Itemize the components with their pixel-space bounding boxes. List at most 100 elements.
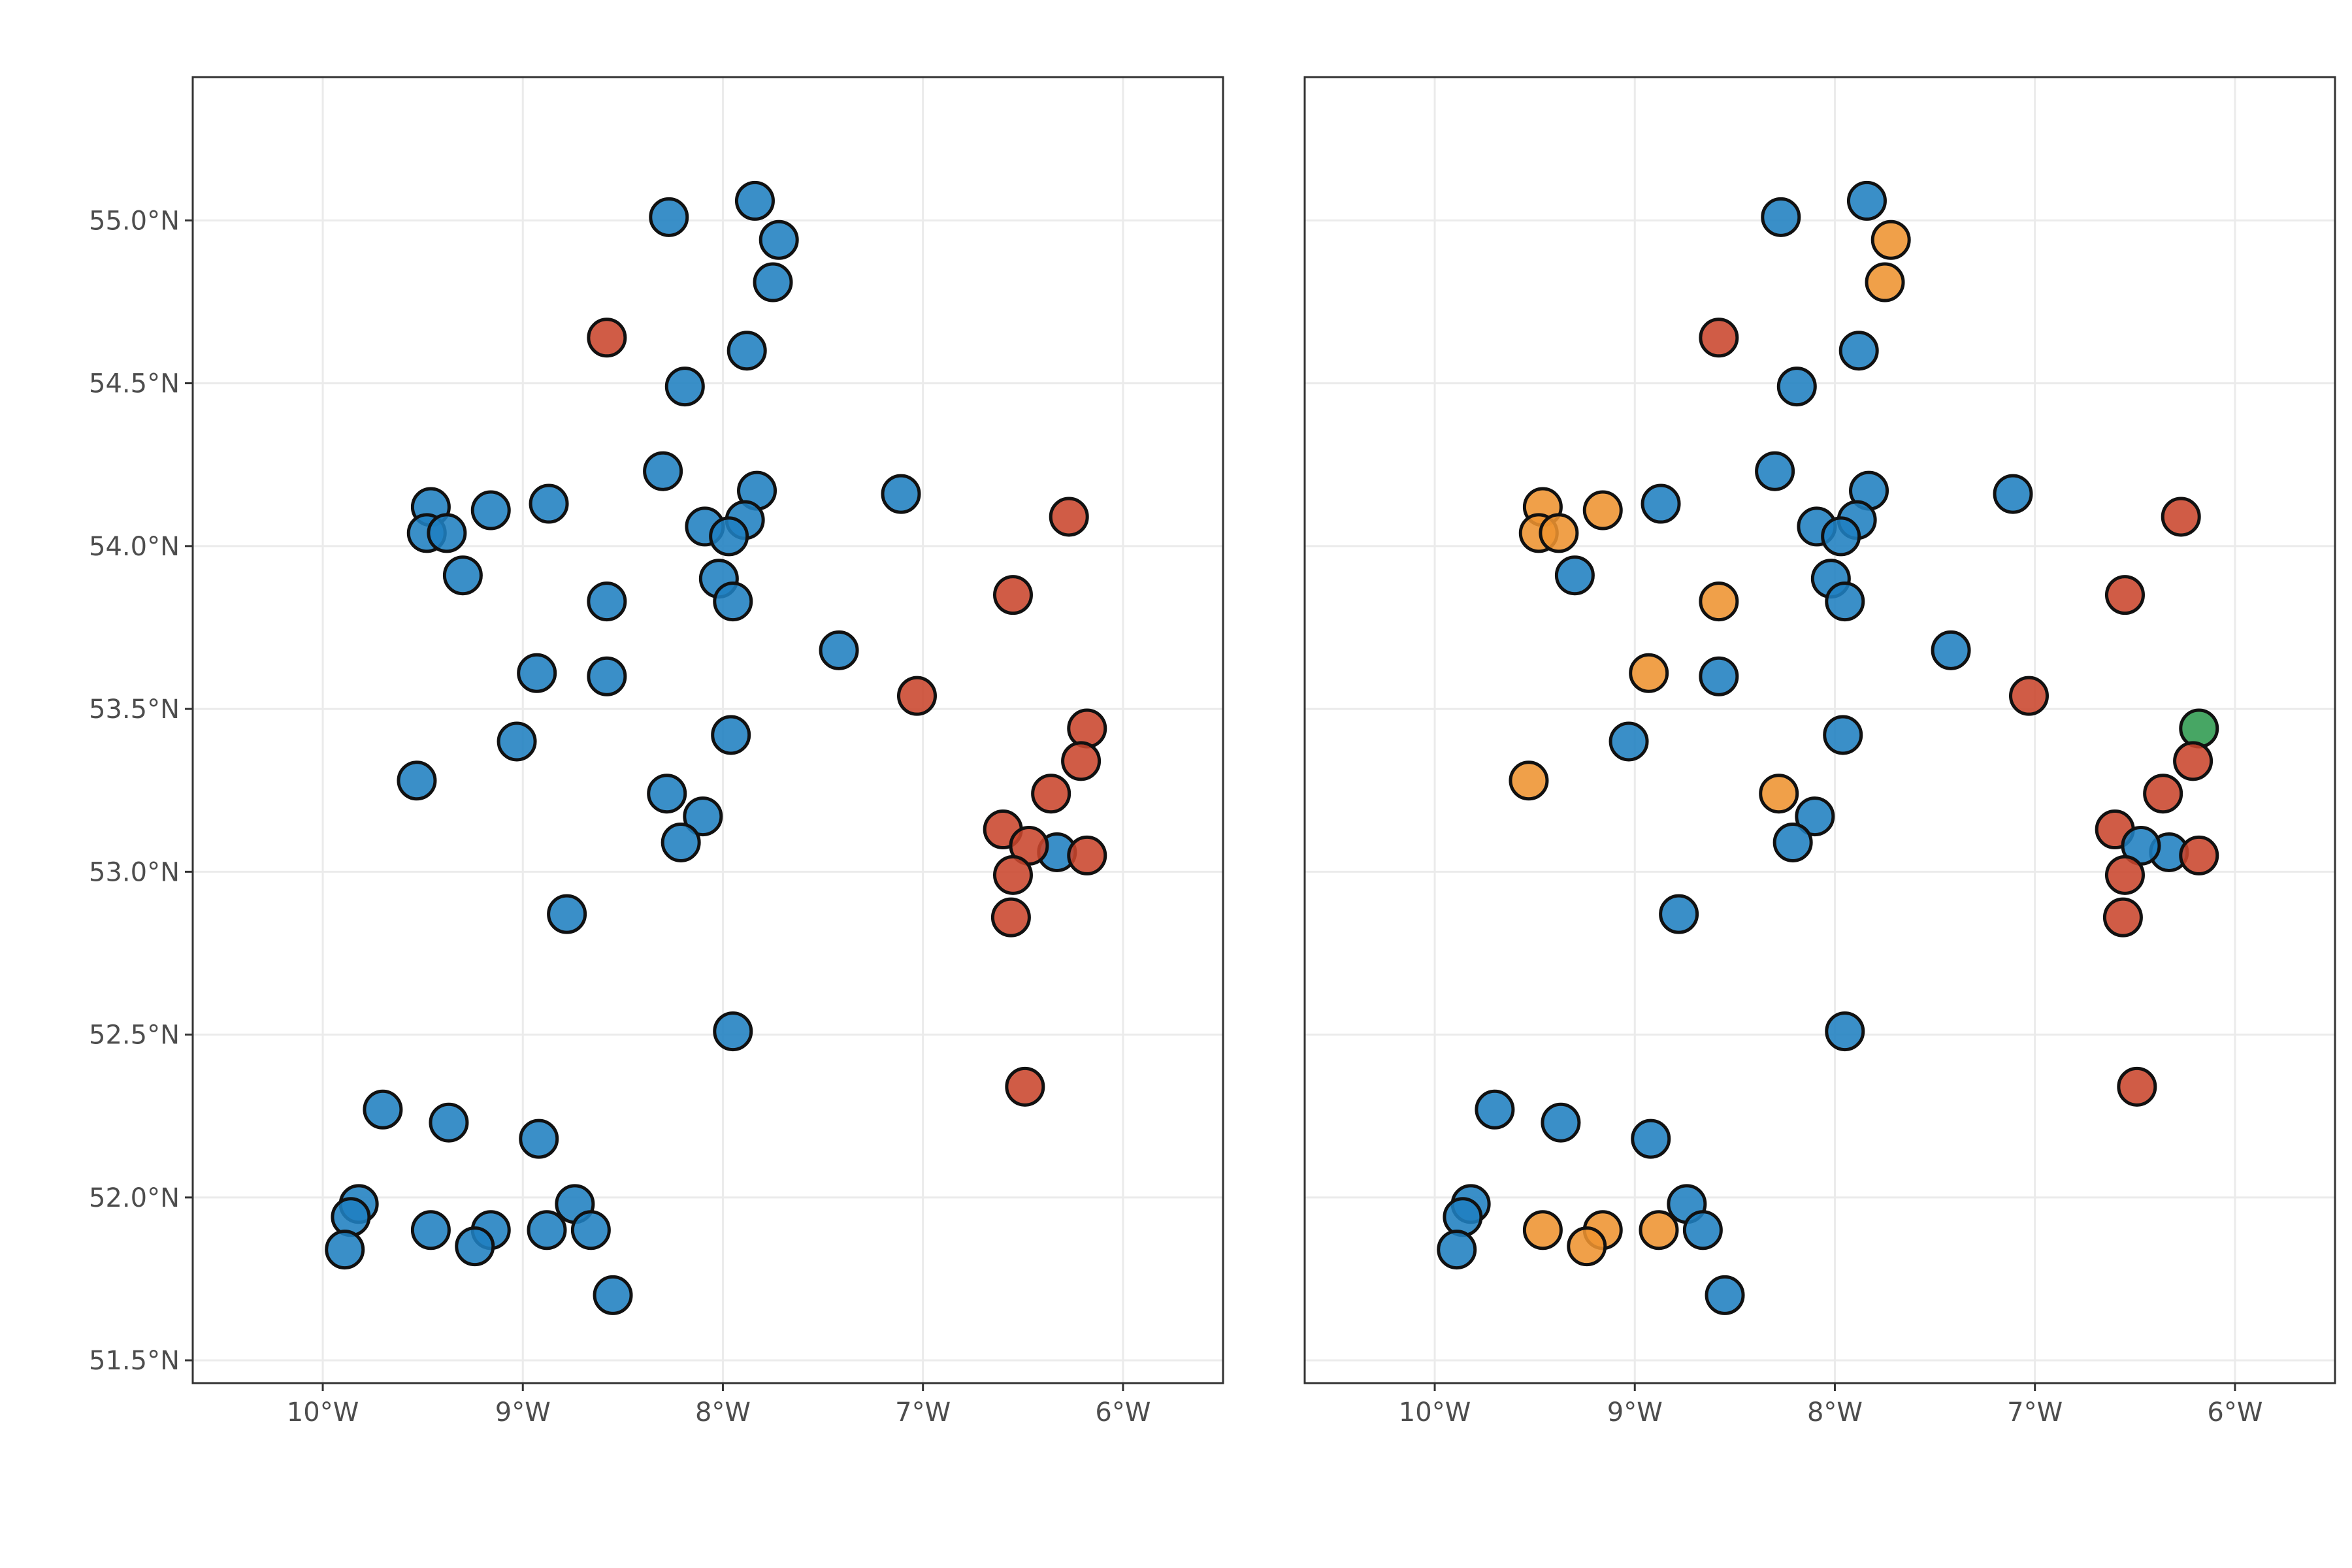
axis-ticks: 10°W 9°W 8°W 7°W 6°W 51.5°N 52.0°N 52.5°N 53.0°N… [89, 206, 1151, 1428]
site-point-orange [1870, 220, 1911, 260]
x-tick-label: 8°W [695, 1397, 751, 1428]
site-point-red [2117, 1066, 2157, 1107]
site-point-blue [529, 483, 569, 524]
site-point-blue [647, 774, 687, 814]
site-point-orange [1759, 774, 1799, 814]
site-point-red [2104, 855, 2145, 895]
site-points [325, 180, 1107, 1315]
site-point-blue [455, 1226, 495, 1267]
site-point-red [990, 897, 1031, 938]
site-point-blue [881, 474, 921, 514]
site-point-red [587, 318, 627, 358]
site-point-blue [713, 1011, 753, 1052]
site-point-blue [497, 721, 537, 762]
site-point-blue [1993, 474, 2033, 514]
y-tick-label: 52.5°N [89, 1021, 180, 1051]
site-point-blue [519, 1119, 559, 1159]
x-tick-label: 6°W [1095, 1397, 1151, 1428]
site-point-blue [331, 1197, 371, 1237]
panel-background [193, 77, 1223, 1383]
site-point-blue [1761, 197, 1801, 237]
site-point-red [1049, 497, 1089, 537]
site-point-blue [734, 180, 775, 221]
site-point-blue [643, 451, 683, 491]
site-point-blue [1443, 1197, 1483, 1237]
site-point-blue [587, 656, 627, 696]
site-point-blue [709, 516, 749, 557]
x-tick-label: 9°W [495, 1397, 551, 1428]
site-point-blue [517, 653, 557, 693]
site-point-red [896, 676, 937, 716]
site-point-blue [429, 1102, 469, 1143]
axis-ticks: 10°W 9°W 8°W 7°W 6°W [1399, 1383, 2262, 1428]
site-point-blue [1437, 1230, 1477, 1270]
site-point-blue [1776, 367, 1817, 407]
site-point-blue [593, 1275, 633, 1315]
site-point-blue [664, 367, 705, 407]
site-point-blue [1772, 822, 1813, 862]
site-point-blue [1821, 516, 1861, 557]
y-tick-label: 53.5°N [89, 694, 180, 725]
site-point-blue [649, 197, 689, 237]
site-point-red [1031, 774, 1071, 814]
site-point-blue [683, 796, 723, 837]
site-point-blue [470, 490, 511, 531]
site-point-blue [442, 555, 483, 596]
site-point-red [1005, 1066, 1045, 1107]
site-point-blue [713, 581, 753, 622]
site-point-blue [410, 1210, 451, 1250]
y-tick-label: 55.0°N [89, 206, 180, 236]
site-point-red [2104, 575, 2145, 615]
site-point-blue [1631, 1119, 1671, 1159]
site-point-blue [527, 1210, 567, 1250]
site-point-blue [819, 630, 859, 670]
site-point-red [2161, 497, 2201, 537]
site-point-blue [427, 513, 467, 553]
site-point-red [1067, 708, 1107, 749]
site-point-blue [1823, 715, 1863, 755]
site-point-blue [1641, 483, 1681, 524]
site-point-blue [1825, 1011, 1865, 1052]
site-point-blue [1475, 1089, 1515, 1130]
x-tick-label: 7°W [2007, 1397, 2063, 1428]
panel-border [191, 76, 1224, 1384]
panel-background [1305, 77, 2335, 1383]
site-point-blue [587, 581, 627, 622]
site-point-blue [1609, 721, 1649, 762]
site-point-red [1061, 741, 1102, 781]
site-point-red [2102, 897, 2143, 938]
x-tick-label: 10°W [287, 1397, 359, 1428]
site-point-red [2179, 835, 2219, 875]
site-point-blue [1705, 1275, 1745, 1315]
site-point-blue [711, 715, 751, 755]
site-point-orange [1582, 490, 1623, 531]
site-point-blue [661, 822, 701, 862]
x-tick-label: 8°W [1807, 1397, 1863, 1428]
y-tick-label: 54.0°N [89, 532, 180, 562]
map-panel-right: 10°W 9°W 8°W 7°W 6°W [1303, 76, 2336, 1428]
y-tick-label: 53.0°N [89, 857, 180, 887]
site-point-orange [1865, 262, 1905, 302]
site-point-blue [397, 760, 437, 801]
x-tick-label: 7°W [895, 1397, 951, 1428]
site-point-blue [1755, 451, 1795, 491]
x-tick-label: 6°W [2207, 1397, 2262, 1428]
y-tick-label: 51.5°N [89, 1346, 180, 1376]
site-point-red [2143, 774, 2183, 814]
site-point-blue [753, 262, 793, 302]
site-point-orange [1539, 513, 1579, 553]
site-point-blue [1699, 656, 1739, 696]
site-point-blue [1541, 1102, 1581, 1143]
site-point-orange [1629, 653, 1669, 693]
site-point-red [2008, 676, 2049, 716]
site-point-blue [1838, 331, 1879, 371]
site-point-blue [363, 1089, 403, 1130]
site-point-orange [1639, 1210, 1679, 1250]
panel-border [1303, 76, 2336, 1384]
map-panel-left: 10°W 9°W 8°W 7°W 6°W 51.5°N 52.0°N 52.5°N 53.0°N… [89, 76, 1224, 1428]
site-point-blue [1682, 1210, 1723, 1250]
site-point-blue [727, 331, 767, 371]
y-tick-label: 52.0°N [89, 1183, 180, 1213]
site-point-blue [1825, 581, 1865, 622]
